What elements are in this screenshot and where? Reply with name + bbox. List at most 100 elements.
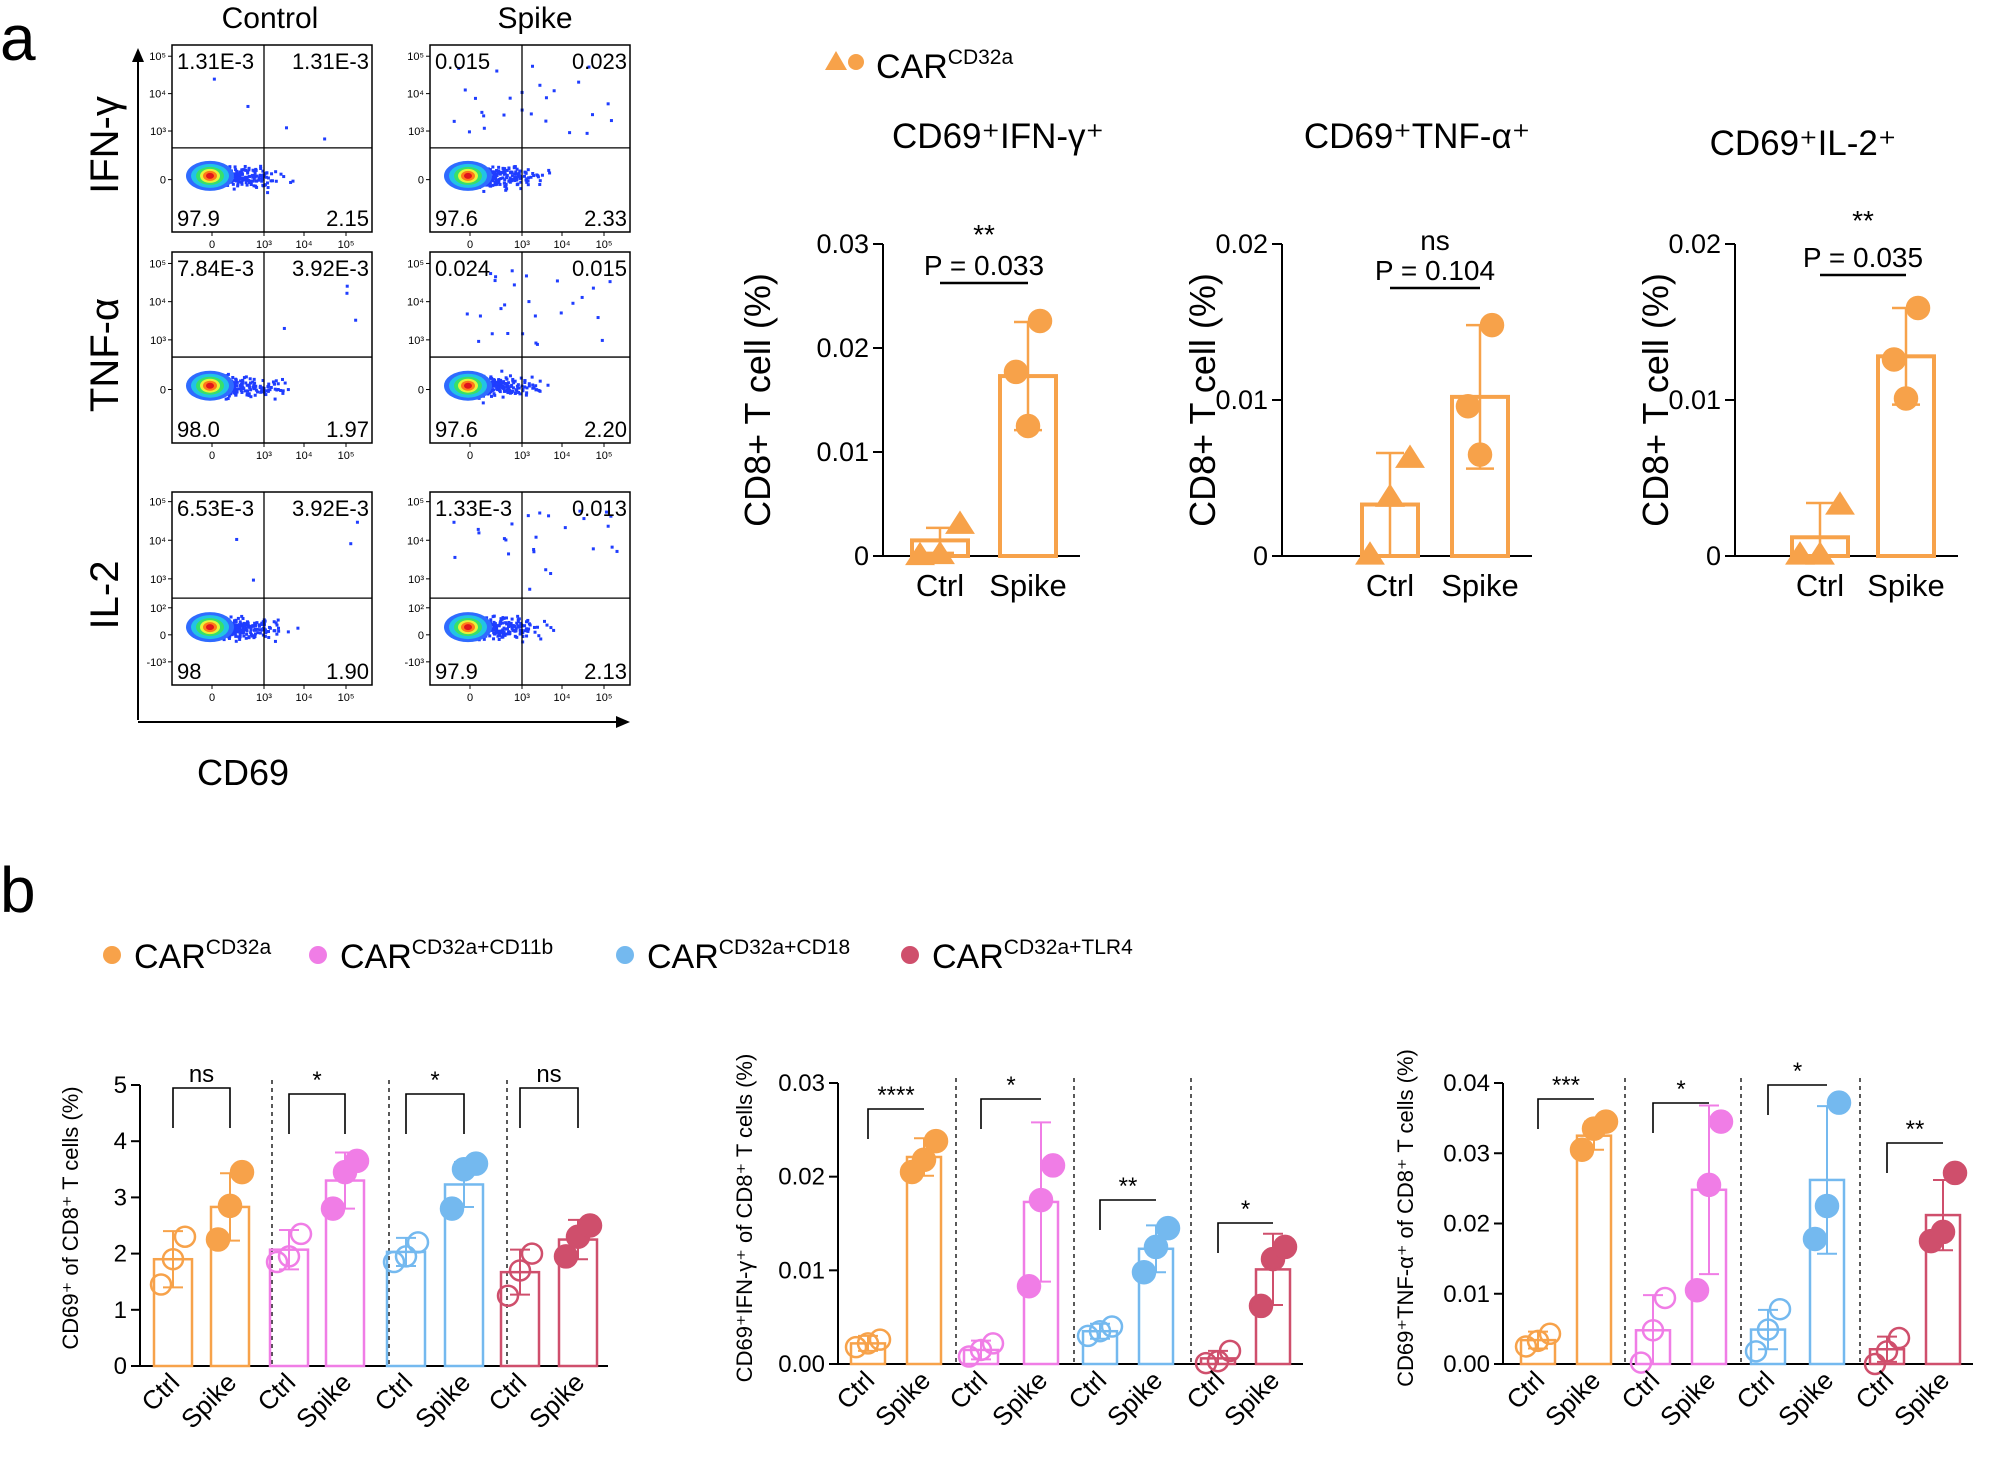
flow-event-dot [552, 89, 556, 93]
flow-event-dot [231, 182, 235, 186]
flow-event-dot [503, 178, 507, 182]
flow-event-dot [538, 179, 542, 183]
legend-b-item-1: CARCD32a [103, 936, 271, 976]
flow-event-dot [491, 381, 495, 385]
quadrant-lower-left: 97.6 [435, 206, 478, 231]
flow-event-dot [491, 380, 495, 384]
flow-event-dot [511, 377, 515, 381]
significance-bracket [1217, 1222, 1273, 1253]
data-point-circle [1272, 1234, 1298, 1260]
flow-event-dot [491, 177, 495, 181]
flow-event-dot [272, 620, 276, 624]
y-tick-label: 4 [114, 1128, 127, 1155]
flow-event-dot [476, 527, 480, 531]
flow-event-dot [234, 392, 238, 396]
data-point-circle [463, 1151, 489, 1176]
flow-event-dot [523, 624, 527, 628]
flow-event-dot [246, 625, 250, 629]
flow-event-dot [504, 185, 508, 189]
flow-event-dot [497, 381, 501, 385]
flow-event-dot [510, 269, 514, 273]
data-point-circle [1641, 1319, 1665, 1342]
x-category-label: Spike [986, 1365, 1053, 1432]
flow-x-tick-label: 10³ [256, 692, 272, 704]
flow-event-dot [513, 391, 517, 395]
flow-event-dot [503, 167, 507, 171]
flow-event-dot [238, 633, 242, 637]
flow-event-dot [606, 524, 610, 528]
significance-stars: * [312, 1067, 321, 1094]
flow-event-dot [502, 380, 506, 384]
flow-plot-frame [171, 251, 373, 444]
data-point-circle [1684, 1277, 1710, 1303]
flow-event-dot [499, 383, 503, 387]
flow-event-dot [273, 387, 277, 391]
flow-event-dot [511, 177, 515, 181]
flow-y-tick-label: 0 [418, 630, 424, 642]
flow-event-dot [482, 189, 486, 193]
flow-event-dot [606, 102, 610, 106]
significance-bracket [1537, 1098, 1594, 1129]
flow-event-dot [507, 620, 511, 624]
flow-density-core [206, 172, 214, 179]
flow-event-dot [503, 381, 507, 385]
flow-event-dot [264, 631, 268, 635]
chart-title: CD69⁺TNF-α⁺ [1304, 117, 1530, 156]
flow-event-dot [511, 379, 515, 383]
significance-stars: *** [1552, 1072, 1580, 1099]
flow-event-dot [490, 332, 494, 336]
panel-a: a Control Spike IFN-γ TNF-α IL-2 10⁵10⁴1… [0, 2, 1013, 793]
y-tick-label: 0 [1253, 541, 1268, 571]
flow-y-tick-label: 10⁴ [407, 535, 424, 547]
flow-event-dot [255, 179, 259, 183]
flow-event-dot [253, 632, 257, 636]
data-point-circle [439, 1196, 465, 1221]
flow-event-dot [523, 385, 527, 389]
x-category-label: Spike [290, 1367, 357, 1434]
significance-stars: ** [1906, 1116, 1925, 1143]
panel-b: b CARCD32a CARCD32a+CD11b CARCD32a+CD18 CAR… [0, 854, 1133, 976]
flow-event-dot [493, 378, 497, 382]
quadrant-upper-left: 7.84E-3 [177, 256, 254, 281]
flow-event-dot [481, 401, 485, 405]
flow-event-dot [505, 168, 509, 172]
flow-event-dot [240, 614, 244, 618]
flow-event-dot [499, 307, 503, 311]
flow-event-dot [524, 393, 528, 397]
flow-event-dot [256, 631, 260, 635]
data-point-circle [1708, 1109, 1734, 1134]
flow-event-dot [515, 621, 519, 625]
flow-event-dot [493, 628, 497, 632]
y-tick-label: 0.02 [1668, 229, 1721, 259]
y-axis-label: CD8+ T cell (%) [1182, 273, 1223, 527]
flow-event-dot [489, 618, 493, 622]
y-tick-label: 0 [854, 541, 869, 571]
flow-event-dot [261, 184, 265, 188]
flow-event-dot [237, 387, 241, 391]
flow-event-dot [511, 386, 515, 390]
flow-event-dot [506, 331, 510, 335]
flow-event-dot [489, 184, 493, 188]
quadrant-upper-right: 0.013 [572, 496, 627, 521]
flow-event-dot [521, 640, 525, 644]
significance-bracket [1767, 1084, 1827, 1115]
flow-event-dot [273, 639, 277, 643]
flow-plot-frame [171, 491, 373, 686]
flow-event-dot [497, 637, 501, 641]
y-tick-label: 0.01 [1215, 385, 1268, 415]
flow-event-dot [498, 172, 502, 176]
flow-event-dot [465, 312, 469, 316]
flow-event-dot [233, 385, 237, 389]
flow-event-dot [228, 635, 232, 639]
flow-y-tick-label: 10² [150, 603, 166, 615]
flow-event-dot [515, 172, 519, 176]
legend-b-item-2: CARCD32a+CD11b [309, 936, 553, 976]
flow-event-dot [267, 382, 271, 386]
flow-density-core [464, 172, 472, 179]
flow-event-dot [516, 614, 520, 618]
top-bar-charts: CD69⁺IFN-γ⁺ CD8+ T cell (%) 0 0.01 0.02 0.03 C… [737, 117, 1958, 603]
y-tick-label: 1 [114, 1297, 127, 1324]
flow-event-dot [501, 166, 505, 170]
data-point-circle [229, 1159, 255, 1185]
flow-event-dot [247, 181, 251, 185]
